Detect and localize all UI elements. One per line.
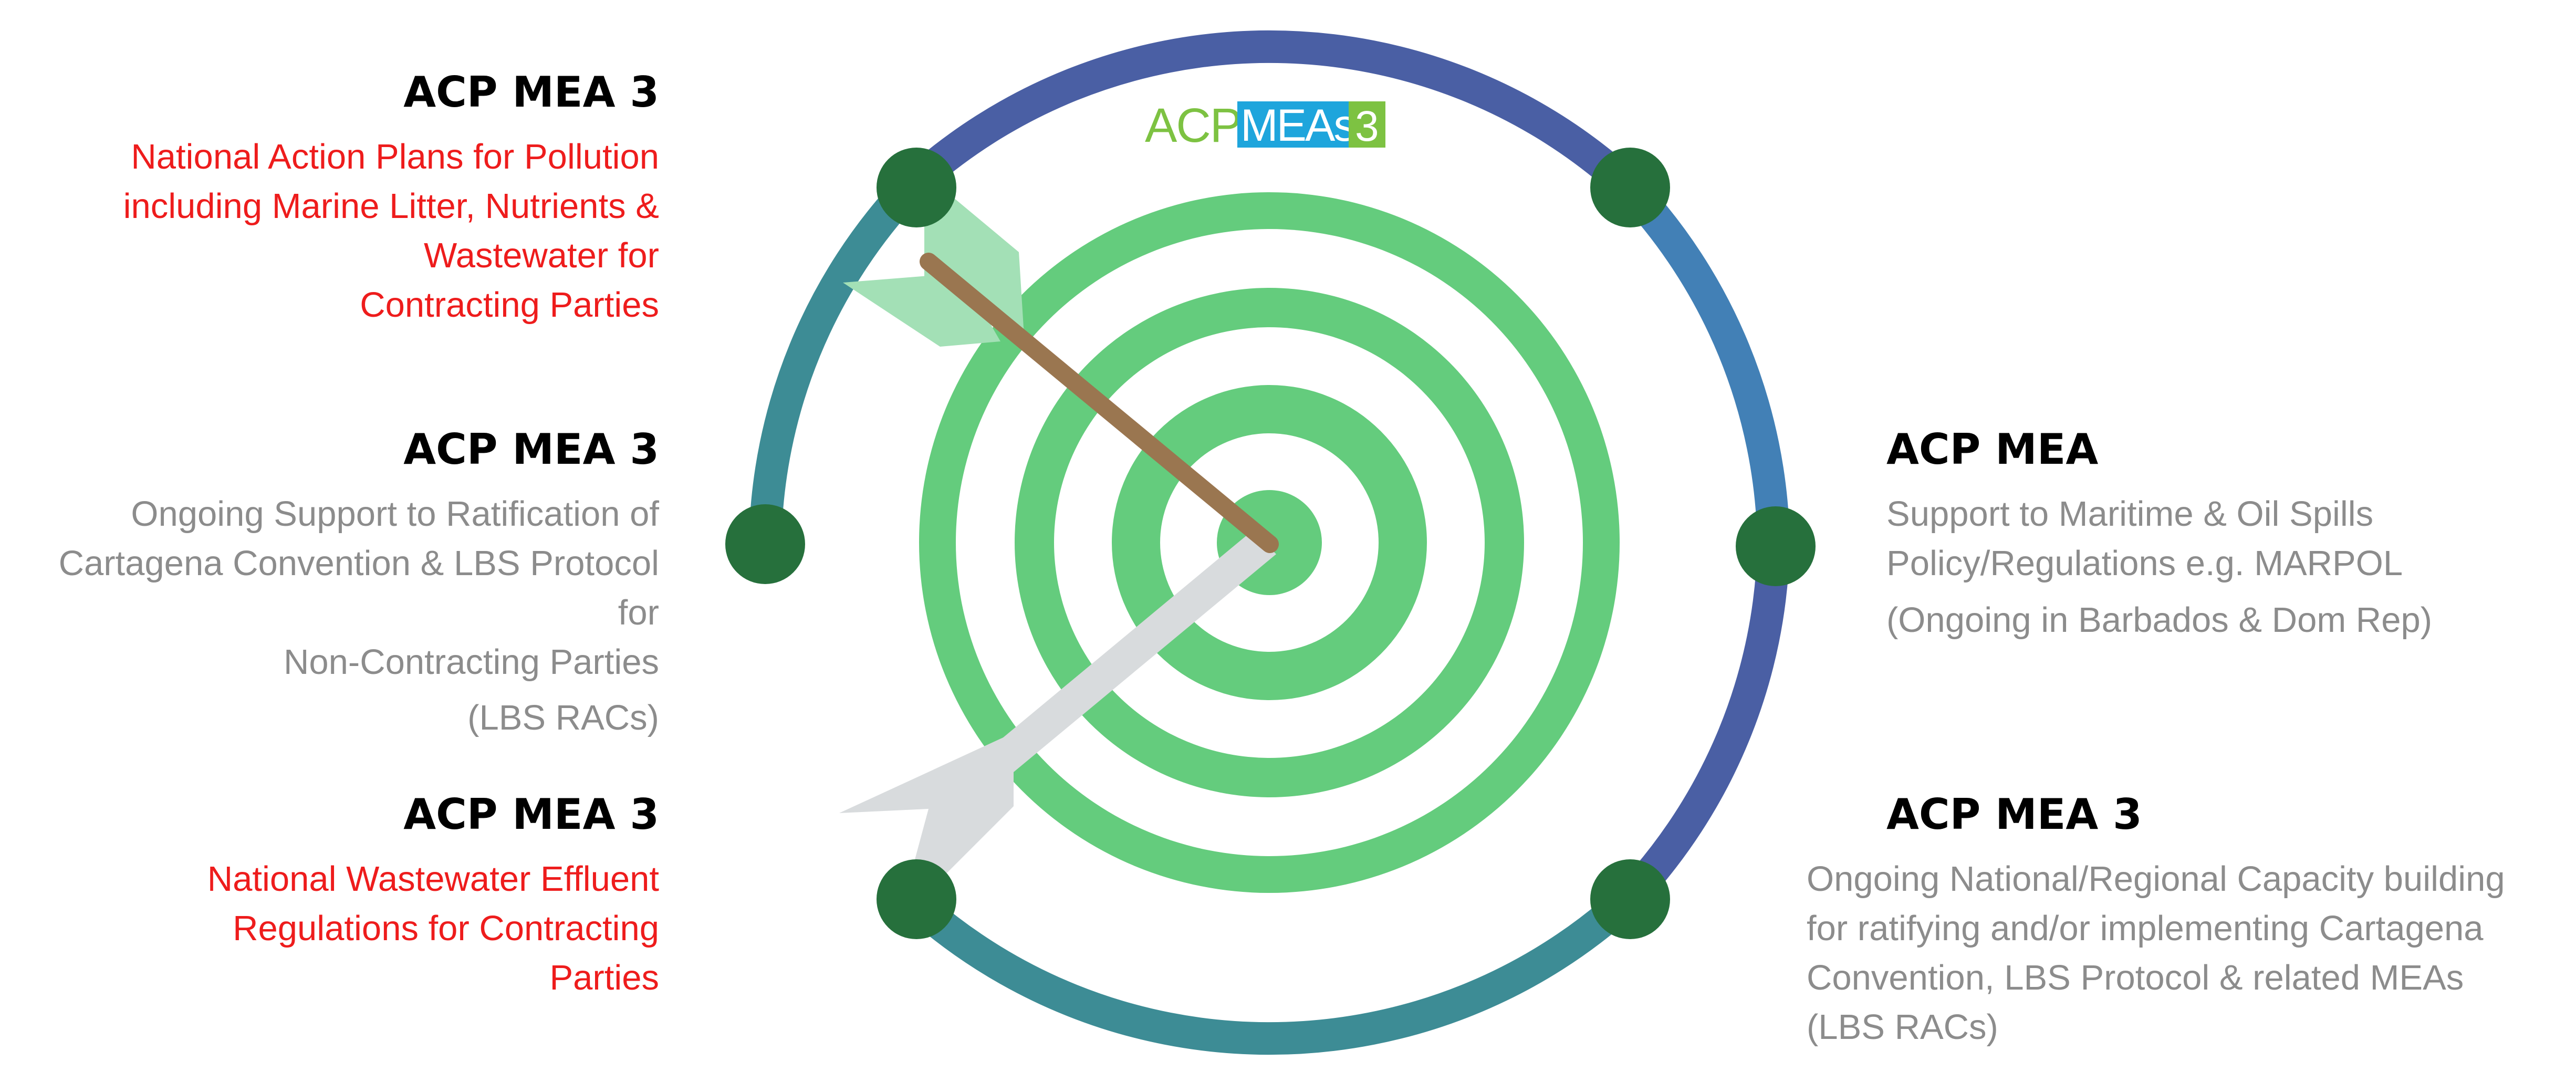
block-top-left-heading: ACP MEA 3: [403, 68, 659, 117]
node-right: [1736, 506, 1816, 586]
arrow-shadow: [839, 530, 1276, 922]
block-top-left-description: National Action Plans for Pollution incl…: [123, 137, 659, 325]
block-mid-right: ACP MEA Support to Maritime & Oil Spills…: [1886, 425, 2432, 645]
block-bottom-left-heading: ACP MEA 3: [403, 790, 659, 839]
block-mid-left: ACP MEA 3 Ongoing Support to Ratificatio…: [59, 425, 659, 743]
block-bottom-right-description: Ongoing National/Regional Capacity build…: [1807, 859, 2505, 1047]
outer-ring: [749, 30, 1790, 1055]
block-mid-right-heading: ACP MEA: [1886, 425, 2099, 474]
block-mid-right-description: Support to Maritime & Oil Spills Policy/…: [1886, 494, 2403, 583]
arrow-shaft: [920, 253, 1279, 553]
block-bottom-right-heading: ACP MEA 3: [1886, 790, 2142, 839]
node-bottom-right: [1590, 859, 1670, 939]
arrow: [843, 173, 1279, 553]
node-top-left: [877, 148, 956, 227]
ring-segment-right-lower: [1615, 542, 1790, 911]
ring-segment-top: [901, 30, 1638, 197]
block-mid-left-description: Ongoing Support to Ratification of Carta…: [58, 494, 659, 682]
block-top-left: ACP MEA 3 National Action Plans for Poll…: [123, 68, 659, 330]
logo-prefix: ACP: [1145, 99, 1241, 152]
block-bottom-left-description: National Wastewater Effluent Regulations…: [207, 859, 659, 997]
ring-segment-right-upper: [1615, 174, 1790, 543]
logo-suffix: 3: [1355, 102, 1379, 150]
ring-segment-bottom: [901, 888, 1638, 1055]
block-mid-right-note: (Ongoing in Barbados & Dom Rep): [1886, 600, 2433, 640]
ring-nodes: [725, 148, 1816, 939]
ring-segment-left-upper: [749, 174, 924, 543]
block-mid-left-note: (LBS RACs): [467, 698, 659, 737]
block-bottom-left: ACP MEA 3 National Wastewater Effluent R…: [207, 790, 659, 1003]
acp-meas-logo: ACP MEAs 3: [1145, 99, 1385, 152]
block-mid-left-heading: ACP MEA 3: [403, 425, 659, 474]
block-bottom-right: ACP MEA 3 Ongoing National/Regional Capa…: [1807, 790, 2505, 1052]
logo-middle: MEAs: [1240, 100, 1354, 151]
logo-middle-bg: [1237, 101, 1349, 148]
node-left: [725, 504, 805, 584]
node-bottom-left: [877, 859, 956, 939]
node-top-right: [1590, 148, 1670, 227]
logo-suffix-bg: [1349, 101, 1385, 148]
